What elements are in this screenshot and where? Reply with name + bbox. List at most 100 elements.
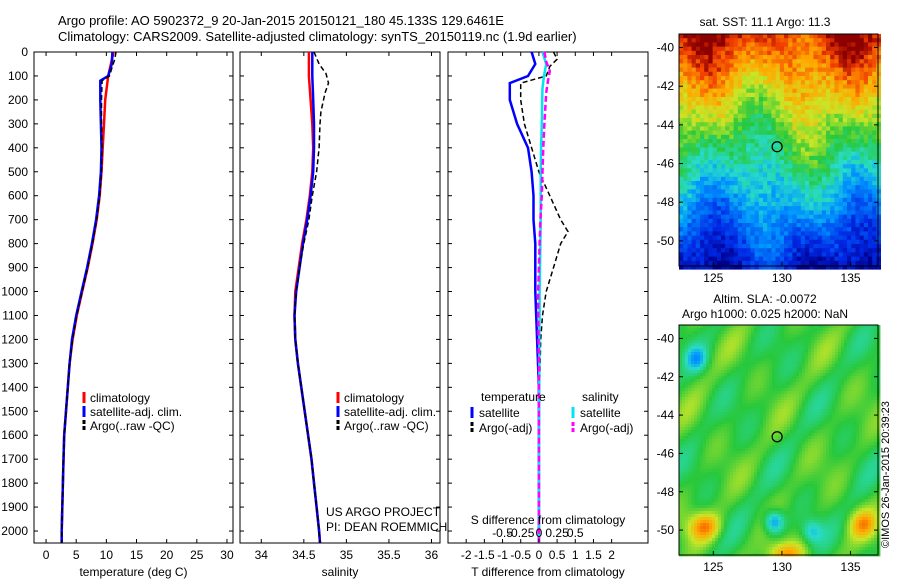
heatmap-cell xyxy=(695,193,701,199)
heatmap-cell xyxy=(871,343,875,347)
heatmap-cell xyxy=(706,376,710,380)
heatmap-cell xyxy=(871,334,875,338)
heatmap-cell xyxy=(725,130,730,136)
heatmap-cell xyxy=(838,265,844,270)
heatmap-cell xyxy=(838,248,844,253)
heatmap-cell xyxy=(725,101,730,106)
heatmap-cell xyxy=(742,370,746,374)
heatmap-cell xyxy=(826,155,831,161)
heatmap-cell xyxy=(778,364,782,368)
heatmap-cell xyxy=(708,155,713,161)
heatmap-cell xyxy=(760,337,764,341)
heatmap-cell xyxy=(855,260,860,266)
heatmap-cell xyxy=(767,134,772,140)
heatmap-cell xyxy=(847,231,852,236)
heatmap-cell xyxy=(796,210,802,215)
heatmap-cell xyxy=(847,193,852,199)
heatmap-cell xyxy=(685,331,689,335)
heatmap-cell xyxy=(793,391,797,395)
heatmap-cell xyxy=(712,67,718,73)
heatmap-cell xyxy=(742,155,747,161)
heatmap-cell xyxy=(826,67,831,73)
heatmap-cell xyxy=(863,63,869,68)
heatmap-cell xyxy=(778,400,782,404)
series-line-3 xyxy=(293,51,330,544)
heatmap-cell xyxy=(868,176,873,182)
heatmap-cell xyxy=(855,38,860,43)
heatmap-cell xyxy=(781,367,785,371)
heatmap-cell xyxy=(729,143,734,148)
heatmap-cell xyxy=(688,403,692,407)
heatmap-cell xyxy=(876,67,881,73)
heatmap-cell xyxy=(829,337,833,341)
heatmap-cell xyxy=(745,346,749,350)
heatmap-cell xyxy=(823,373,827,377)
heatmap-cell xyxy=(721,164,726,169)
y-tick-label: 1900 xyxy=(1,500,28,514)
heatmap-cell xyxy=(712,352,716,356)
heatmap-cell xyxy=(704,38,709,43)
heatmap-cell xyxy=(745,406,749,410)
heatmap-cell xyxy=(746,218,751,224)
heatmap-cell xyxy=(787,352,791,356)
heatmap-cell xyxy=(844,400,848,404)
heatmap-cell xyxy=(841,361,845,365)
heatmap-cell xyxy=(733,244,739,249)
heatmap-cell xyxy=(792,227,797,232)
heatmap-cell xyxy=(703,367,707,371)
heatmap-cell xyxy=(865,385,869,389)
heatmap-cell xyxy=(826,397,830,401)
heatmap-cell xyxy=(859,379,863,383)
heatmap-cell xyxy=(790,406,794,410)
heatmap-cell xyxy=(859,55,865,60)
heatmap-cell xyxy=(865,400,869,404)
heatmap-cell xyxy=(695,155,701,161)
heatmap-cell xyxy=(682,400,686,404)
heatmap-cell xyxy=(871,331,875,335)
heatmap-cell xyxy=(788,164,793,169)
heatmap-cell xyxy=(826,63,831,68)
heatmap-cell xyxy=(829,382,833,386)
heatmap-cell xyxy=(745,364,749,368)
heatmap-cell xyxy=(830,172,835,178)
heatmap-cell xyxy=(704,80,709,85)
heatmap-cell xyxy=(834,118,839,123)
heatmap-cell xyxy=(737,185,743,190)
heatmap-cell xyxy=(821,109,827,115)
heatmap-cell xyxy=(842,63,848,68)
heatmap-cell xyxy=(716,252,722,257)
heatmap-cell xyxy=(691,155,697,161)
heatmap-cell xyxy=(809,143,814,148)
heatmap-cell xyxy=(838,256,844,262)
heatmap-cell xyxy=(796,50,802,56)
heatmap-cell xyxy=(709,373,713,377)
heatmap-cell xyxy=(688,376,692,380)
heatmap-cell xyxy=(700,223,705,228)
heatmap-cell xyxy=(739,370,743,374)
heatmap-cell xyxy=(754,400,758,404)
heatmap-cell xyxy=(763,67,768,73)
heatmap-cell xyxy=(751,343,755,347)
heatmap-cell xyxy=(847,76,852,81)
heatmap-cell xyxy=(841,385,845,389)
heatmap-cell xyxy=(834,71,839,77)
heatmap-cell xyxy=(700,63,705,68)
heatmap-cell xyxy=(772,385,776,389)
heatmap-cell xyxy=(695,55,701,60)
heatmap-cell xyxy=(706,346,710,350)
heatmap-cell xyxy=(716,223,722,228)
heatmap-cell xyxy=(733,164,739,169)
heatmap-cell xyxy=(704,193,709,199)
heatmap-cell xyxy=(772,325,776,329)
heatmap-cell xyxy=(813,113,818,119)
heatmap-cell xyxy=(796,84,802,89)
heatmap-cell xyxy=(877,406,881,410)
heatmap-cell xyxy=(758,59,764,64)
heatmap-cell xyxy=(712,155,718,161)
heatmap-cell xyxy=(697,394,701,398)
heatmap-cell xyxy=(868,343,872,347)
heatmap-cell xyxy=(790,400,794,404)
heatmap-cell xyxy=(802,352,806,356)
heatmap-cell xyxy=(829,406,833,410)
heatmap-cell xyxy=(871,352,875,356)
